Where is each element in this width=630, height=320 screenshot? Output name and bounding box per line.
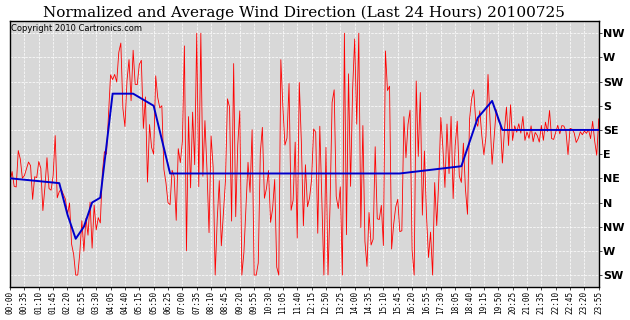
Text: Copyright 2010 Cartronics.com: Copyright 2010 Cartronics.com bbox=[11, 24, 142, 33]
Title: Normalized and Average Wind Direction (Last 24 Hours) 20100725: Normalized and Average Wind Direction (L… bbox=[43, 5, 565, 20]
